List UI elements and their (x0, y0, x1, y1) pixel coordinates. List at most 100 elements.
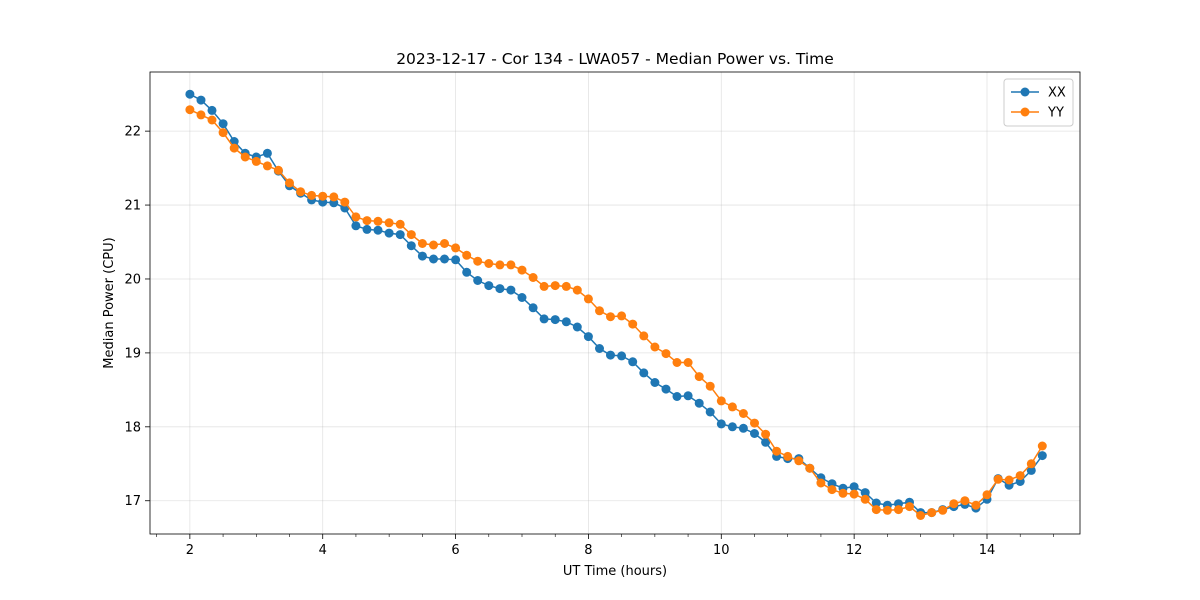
data-point-xx (351, 221, 361, 231)
data-point-xx (606, 350, 615, 360)
data-point-xx (694, 398, 704, 408)
data-point-xx (572, 322, 582, 332)
data-point-xx (583, 332, 593, 342)
data-point-yy (417, 239, 427, 248)
data-point-xx (716, 419, 726, 429)
y-tick-label: 17 (124, 494, 141, 509)
legend: XX YY (1003, 78, 1074, 127)
data-point-xx (262, 148, 272, 158)
data-point-xx (207, 105, 217, 115)
data-point-xx (661, 384, 671, 394)
data-point-yy (1037, 441, 1047, 451)
legend-marker-xx (1020, 87, 1030, 97)
data-point-yy (351, 212, 361, 222)
data-point-yy (1004, 475, 1014, 485)
data-point-yy (550, 281, 560, 291)
data-point-yy (761, 429, 771, 439)
data-point-yy (982, 490, 992, 500)
data-point-xx (417, 251, 427, 261)
data-point-xx (517, 293, 527, 302)
data-point-yy (628, 319, 638, 329)
data-point-yy (484, 259, 494, 268)
data-point-xx (451, 255, 461, 265)
data-point-yy (960, 496, 970, 506)
x-tick-label: 4 (319, 543, 327, 558)
data-point-yy (229, 143, 239, 153)
data-point-xx (705, 407, 715, 417)
data-point-yy (572, 285, 582, 295)
data-point-yy (783, 451, 793, 461)
data-point-yy (329, 192, 339, 202)
data-point-yy (583, 294, 593, 304)
data-point-xx (218, 119, 228, 129)
data-point-yy (362, 216, 372, 226)
data-point-yy (871, 505, 881, 515)
x-axis-label: UT Time (hours) (563, 564, 667, 579)
y-axis-label: Median Power (CPU) (102, 237, 117, 368)
data-point-yy (894, 505, 903, 515)
data-point-xx (1026, 465, 1036, 475)
data-point-yy (296, 187, 306, 197)
data-point-yy (949, 499, 959, 509)
data-point-xx (362, 224, 372, 234)
data-point-yy (1015, 471, 1025, 481)
data-point-yy (406, 230, 416, 240)
data-point-yy (462, 250, 472, 260)
data-point-yy (373, 216, 383, 226)
x-tick-label: 12 (846, 543, 863, 558)
y-tick-label: 19 (124, 346, 141, 361)
data-point-yy (938, 505, 948, 515)
x-tick-label: 14 (979, 543, 996, 558)
data-point-yy (273, 165, 283, 175)
data-point-yy (440, 239, 449, 248)
data-point-xx (871, 498, 881, 508)
y-tick-label: 18 (124, 420, 141, 435)
data-point-xx (395, 230, 405, 240)
data-point-xx (1037, 451, 1047, 461)
data-point-yy (882, 505, 892, 515)
data-point-yy (816, 478, 826, 488)
data-point-yy (185, 105, 195, 115)
data-point-yy (451, 243, 461, 253)
plot-frame (149, 71, 1081, 535)
data-point-xx (750, 429, 759, 438)
data-point-yy (694, 372, 704, 382)
y-tick-label: 22 (124, 125, 141, 140)
data-point-yy (395, 219, 405, 229)
data-point-xx (561, 317, 571, 327)
data-point-xx (761, 437, 771, 447)
data-point-xx (473, 276, 483, 285)
data-point-yy (240, 152, 250, 162)
data-point-xx (484, 281, 494, 291)
data-point-yy (561, 281, 571, 291)
data-point-xx (595, 344, 604, 353)
data-point-xx (528, 303, 538, 313)
data-point-yy (738, 409, 748, 418)
data-point-yy (794, 456, 804, 466)
data-point-yy (905, 502, 914, 512)
data-point-yy (650, 342, 660, 352)
data-point-yy (750, 418, 759, 428)
series-layer (185, 89, 1047, 520)
data-point-yy (683, 358, 693, 367)
data-point-yy (307, 190, 317, 200)
data-point-yy (1026, 459, 1036, 469)
data-point-xx (429, 254, 438, 264)
data-point-yy (916, 511, 926, 520)
legend-label-xx: XX (1048, 86, 1066, 101)
data-point-yy (285, 178, 294, 188)
data-point-yy (251, 156, 261, 166)
data-point-yy (617, 311, 627, 321)
data-point-xx (506, 285, 516, 295)
legend-label-yy: YY (1047, 106, 1064, 121)
data-point-yy (595, 306, 604, 316)
data-point-xx (406, 241, 416, 251)
data-point-yy (473, 256, 483, 266)
x-tick-label: 6 (451, 543, 459, 558)
data-point-xx (373, 225, 383, 235)
data-point-xx (550, 315, 560, 325)
data-point-xx (639, 368, 649, 378)
data-point-yy (993, 474, 1003, 484)
data-point-xx (849, 482, 859, 492)
